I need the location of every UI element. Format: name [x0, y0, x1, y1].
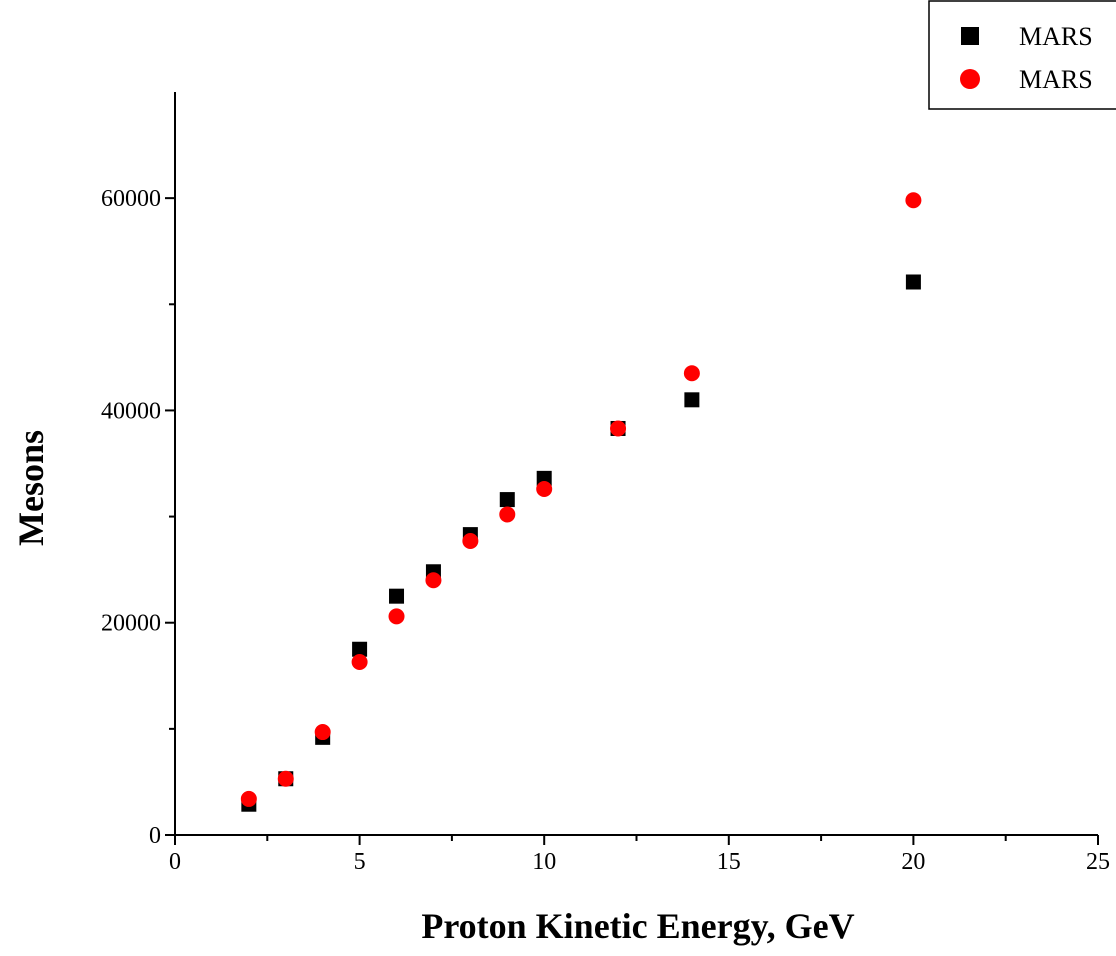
- legend: MARS MARS: [928, 0, 1116, 110]
- x-tick-label: 25: [1086, 849, 1110, 875]
- data-point-circle: [683, 365, 700, 382]
- data-point-circle: [425, 572, 442, 589]
- x-axis-ticks: 0 5 10 15 20 25: [169, 835, 1110, 875]
- legend-label-series-1: MARS: [1019, 22, 1093, 51]
- data-point-square: [352, 641, 368, 657]
- y-axis-ticks: 0 20000 40000 60000: [101, 186, 175, 849]
- data-point-square: [389, 588, 405, 604]
- data-point-square: [905, 274, 921, 290]
- axes: [174, 92, 1098, 836]
- data-point-square: [499, 492, 515, 508]
- x-tick-label: 5: [354, 849, 366, 875]
- legend-label-series-2: MARS: [1019, 65, 1093, 94]
- legend-box: [928, 0, 1116, 110]
- data-point-circle: [314, 724, 331, 741]
- data-point-circle: [905, 192, 922, 209]
- data-point-circle: [277, 770, 294, 787]
- x-tick-label: 0: [169, 849, 181, 875]
- x-axis-title: Proton Kinetic Energy, GeV: [421, 906, 854, 946]
- legend-marker-circle: [960, 69, 980, 89]
- x-tick-label: 10: [532, 849, 556, 875]
- data-points: [240, 192, 922, 812]
- data-point-circle: [388, 608, 405, 625]
- legend-marker-square: [961, 27, 979, 45]
- data-point-square: [684, 392, 700, 408]
- y-tick-label: 20000: [101, 611, 161, 637]
- y-tick-label: 60000: [101, 186, 161, 212]
- data-point-circle: [462, 532, 479, 549]
- y-axis-title: Mesons: [11, 430, 51, 546]
- x-tick-label: 15: [717, 849, 741, 875]
- x-tick-label: 20: [901, 849, 925, 875]
- data-point-circle: [499, 506, 516, 523]
- y-tick-label: 40000: [101, 398, 161, 424]
- data-point-circle: [610, 420, 627, 437]
- data-point-circle: [351, 653, 368, 670]
- data-point-circle: [536, 480, 553, 497]
- y-tick-label: 0: [149, 823, 161, 849]
- data-point-circle: [240, 790, 257, 807]
